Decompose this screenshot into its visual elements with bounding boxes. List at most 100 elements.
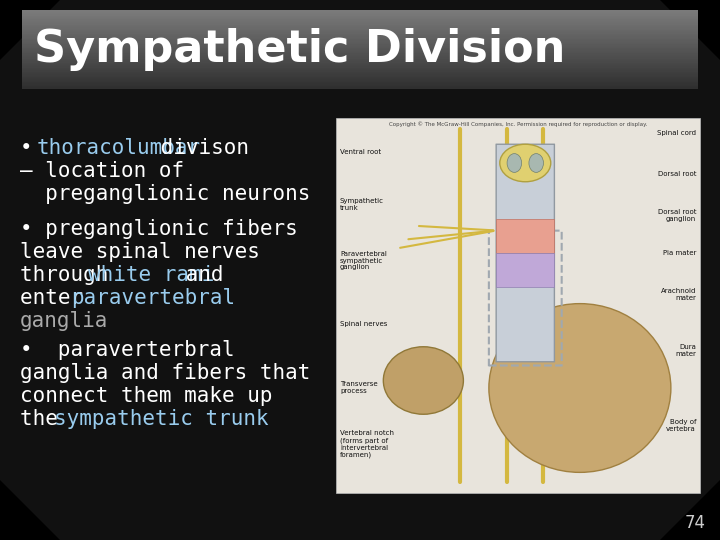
Bar <box>336 118 700 493</box>
Text: ganglia and fibers that: ganglia and fibers that <box>20 363 310 383</box>
Text: through: through <box>20 265 121 285</box>
Bar <box>22 79 698 82</box>
Polygon shape <box>0 0 60 60</box>
Bar <box>22 65 698 67</box>
Bar <box>22 69 698 71</box>
Text: Pia mater: Pia mater <box>662 250 696 256</box>
Bar <box>22 52 698 54</box>
Bar <box>22 17 698 19</box>
Bar <box>22 47 698 49</box>
Bar <box>22 32 698 35</box>
Polygon shape <box>660 480 720 540</box>
Bar <box>22 51 698 52</box>
Text: 74: 74 <box>685 514 706 532</box>
Ellipse shape <box>500 144 551 182</box>
Text: Paravertebral
sympathetic
ganglion: Paravertebral sympathetic ganglion <box>340 251 387 271</box>
Ellipse shape <box>489 303 671 472</box>
Text: paravertebral: paravertebral <box>71 288 235 308</box>
Text: Copyright © The McGraw-Hill Companies, Inc. Permission required for reproduction: Copyright © The McGraw-Hill Companies, I… <box>389 121 647 127</box>
Text: connect them make up: connect them make up <box>20 386 272 406</box>
Bar <box>22 73 698 75</box>
Text: the: the <box>20 409 71 429</box>
Bar <box>22 42 698 43</box>
Bar <box>22 60 698 62</box>
Text: white rami: white rami <box>88 265 215 285</box>
Bar <box>496 219 554 253</box>
Bar <box>22 26 698 28</box>
Bar <box>22 61 698 63</box>
Bar <box>22 56 698 58</box>
Bar <box>22 64 698 66</box>
Bar <box>22 31 698 33</box>
Ellipse shape <box>383 347 464 414</box>
Bar <box>22 11 698 14</box>
Text: Spinal nerves: Spinal nerves <box>340 321 387 327</box>
Text: •  paraverterbral: • paraverterbral <box>20 340 235 360</box>
Text: – location of: – location of <box>20 161 184 181</box>
Bar <box>22 29 698 30</box>
Bar <box>22 16 698 17</box>
Bar <box>22 72 698 73</box>
Bar <box>22 83 698 85</box>
Bar <box>22 48 698 50</box>
Text: thoracolumbar: thoracolumbar <box>37 138 201 158</box>
Bar <box>22 39 698 41</box>
Bar <box>22 38 698 39</box>
Text: Dorsal root: Dorsal root <box>657 171 696 177</box>
Bar <box>22 74 698 76</box>
Text: preganglionic neurons: preganglionic neurons <box>20 184 310 204</box>
Bar <box>22 30 698 32</box>
Text: enter: enter <box>20 288 96 308</box>
Bar <box>22 57 698 59</box>
Bar <box>496 253 554 287</box>
Bar <box>22 68 698 70</box>
Text: Sympathetic
trunk: Sympathetic trunk <box>340 198 384 211</box>
Ellipse shape <box>507 153 521 172</box>
Bar <box>22 82 698 84</box>
Polygon shape <box>660 0 720 60</box>
Text: ganglia: ganglia <box>20 311 109 331</box>
Bar <box>22 66 698 68</box>
Bar <box>22 25 698 26</box>
Text: sympathetic trunk: sympathetic trunk <box>54 409 269 429</box>
Bar <box>22 45 698 48</box>
Bar <box>22 44 698 46</box>
Bar <box>22 43 698 45</box>
Bar <box>22 81 698 83</box>
Bar <box>22 50 698 51</box>
Text: Vertebral notch
(forms part of
intervertebral
foramen): Vertebral notch (forms part of intervert… <box>340 430 394 458</box>
Bar <box>22 86 698 88</box>
Bar <box>22 10 698 12</box>
Text: and: and <box>173 265 223 285</box>
FancyBboxPatch shape <box>496 144 554 362</box>
Text: divison: divison <box>148 138 248 158</box>
Text: • preganglionic fibers: • preganglionic fibers <box>20 219 298 239</box>
Bar <box>22 53 698 55</box>
Bar <box>22 76 698 77</box>
Bar <box>22 58 698 60</box>
Bar <box>22 78 698 80</box>
Text: Spinal cord: Spinal cord <box>657 130 696 136</box>
Text: Dorsal root
ganglion: Dorsal root ganglion <box>657 209 696 222</box>
Bar <box>22 40 698 42</box>
Bar <box>22 77 698 79</box>
Bar <box>22 22 698 24</box>
Bar <box>22 55 698 57</box>
Bar <box>22 36 698 38</box>
Polygon shape <box>0 480 60 540</box>
Bar <box>22 23 698 25</box>
Text: leave spinal nerves: leave spinal nerves <box>20 242 260 262</box>
Bar <box>22 19 698 21</box>
Bar <box>22 21 698 23</box>
Bar <box>22 13 698 15</box>
Text: Arachnoid
mater: Arachnoid mater <box>661 288 696 301</box>
Ellipse shape <box>529 153 544 172</box>
Bar <box>22 85 698 86</box>
Bar <box>22 14 698 16</box>
Bar <box>22 63 698 64</box>
Bar <box>22 27 698 29</box>
Text: Sympathetic Division: Sympathetic Division <box>34 29 565 71</box>
Bar <box>22 87 698 89</box>
Text: Ventral root: Ventral root <box>340 148 381 155</box>
Text: Transverse
process: Transverse process <box>340 381 377 395</box>
